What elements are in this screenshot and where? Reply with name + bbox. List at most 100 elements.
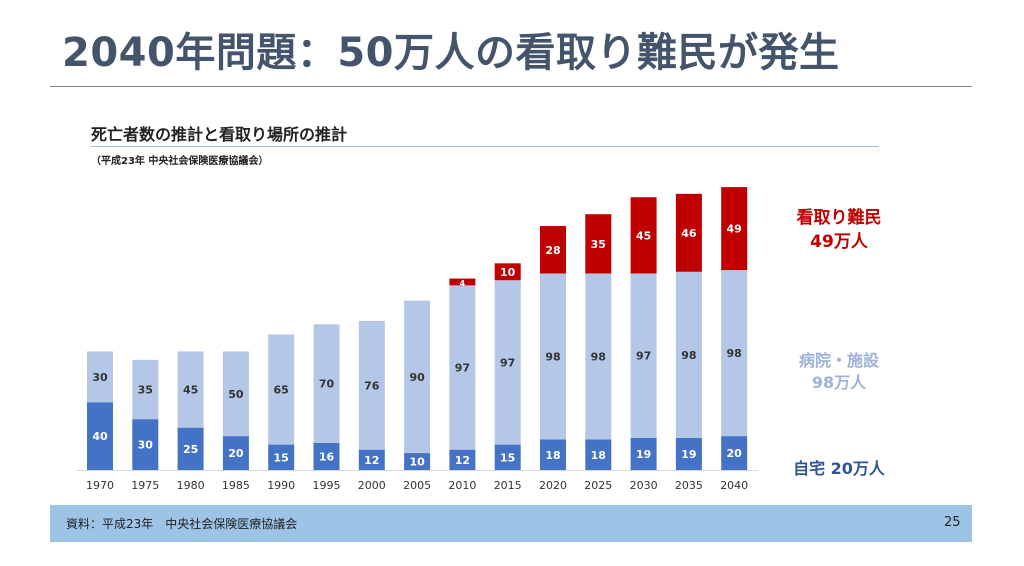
data-label: 70 [319, 378, 335, 391]
data-label: 19 [681, 448, 696, 461]
data-label: 50 [228, 388, 244, 401]
chart-title-divider [91, 146, 879, 147]
bar-segment [449, 285, 476, 450]
bar-segment [630, 197, 657, 274]
bar-segment [630, 273, 657, 438]
data-label: 15 [500, 451, 515, 464]
chart-title: 死亡者数の推計と看取り場所の推計 [91, 125, 348, 144]
data-label: 20 [727, 447, 743, 460]
data-label: 12 [364, 454, 379, 467]
legend-refugee-value: 49万人 [810, 232, 868, 252]
page-number: 25 [944, 515, 961, 530]
legend-refugee: 看取り難民 49万人 [774, 206, 904, 254]
title-divider [50, 86, 972, 87]
bar-segment [540, 439, 566, 470]
bar-segment [721, 436, 748, 470]
data-label: 18 [591, 449, 606, 462]
bar-segment [449, 278, 476, 286]
data-label: 90 [409, 371, 425, 384]
data-label: 20 [228, 447, 244, 460]
bar-segment [630, 437, 657, 470]
bar-segment [358, 449, 385, 470]
bar-segment [222, 351, 249, 437]
data-label: 12 [455, 454, 470, 467]
footer-source: 資料：平成23年 中央社会保険医療協議会 [66, 517, 298, 531]
legend-hospital-label: 病院・施設 [798, 351, 879, 370]
x-tick-label: 2025 [584, 479, 612, 492]
bar-segment [721, 270, 748, 437]
data-label: 35 [138, 384, 153, 397]
slide-title: 2040年問題：50万人の看取り難民が発生 [62, 30, 840, 76]
data-label: 76 [364, 379, 380, 392]
x-tick-label: 1985 [222, 479, 250, 492]
data-label: 98 [545, 350, 560, 363]
data-label: 19 [636, 448, 651, 461]
footer-bar [50, 505, 972, 542]
x-tick-label: 1970 [86, 479, 114, 492]
data-label: 28 [545, 244, 560, 257]
data-label: 25 [183, 443, 198, 456]
bar-segment [313, 442, 340, 470]
x-tick-label: 1990 [267, 479, 295, 492]
bar-segment [449, 449, 476, 470]
data-label: 97 [636, 350, 651, 363]
bar-segment [268, 444, 295, 470]
x-tick-label: 2015 [494, 479, 522, 492]
chart-subtitle: （平成23年 中央社会保険医療協議会） [91, 156, 269, 167]
legend-refugee-label: 看取り難民 [796, 208, 882, 228]
data-label: 30 [138, 439, 154, 452]
bar-segment [494, 280, 521, 445]
bar-segment [494, 263, 521, 281]
data-label: 18 [545, 449, 560, 462]
bar-segment [132, 359, 159, 420]
data-label: 46 [681, 227, 697, 240]
bar-segment [585, 439, 612, 470]
bar-segment [540, 226, 566, 274]
x-tick-label: 2000 [358, 479, 386, 492]
bar-segment [404, 453, 431, 470]
data-label: 10 [409, 456, 425, 469]
data-label: 40 [92, 430, 108, 443]
bar-segment [222, 436, 249, 470]
x-tick-label: 2035 [675, 479, 703, 492]
x-tick-label: 2040 [720, 479, 748, 492]
bar-segment [177, 427, 204, 470]
bar-segment [494, 444, 521, 470]
data-label: 49 [727, 223, 742, 236]
bar-segment [675, 193, 702, 272]
bar-segment [268, 334, 295, 445]
bar-segment [313, 324, 340, 443]
bar-segment [132, 419, 159, 470]
bar-segment [675, 437, 702, 470]
data-label: 97 [500, 356, 515, 369]
data-label: 45 [183, 384, 198, 397]
bar-segment [87, 351, 113, 403]
legend-hospital: 病院・施設 98万人 [774, 350, 904, 394]
x-tick-label: 1995 [313, 479, 341, 492]
data-label: 10 [500, 266, 516, 279]
data-label: 15 [274, 451, 289, 464]
data-label: 98 [727, 347, 742, 360]
x-tick-label: 1980 [177, 479, 205, 492]
bar-segment [585, 273, 612, 440]
x-tick-label: 2020 [539, 479, 567, 492]
data-label: 45 [636, 229, 651, 242]
data-label: 98 [681, 349, 696, 362]
bar-segment [177, 351, 204, 428]
data-label: 16 [319, 450, 335, 463]
data-label: 30 [92, 371, 108, 384]
x-tick-label: 2030 [630, 479, 658, 492]
legend-home: 自宅 20万人 [793, 459, 885, 478]
x-tick-label: 2005 [403, 479, 431, 492]
bar-segment [404, 300, 431, 454]
bar-segment [675, 271, 702, 438]
bar-segment [540, 273, 566, 440]
legend-hospital-value: 98万人 [811, 373, 867, 392]
data-label: 35 [591, 238, 606, 251]
data-label: 98 [591, 350, 606, 363]
bar-segment [721, 187, 748, 271]
bar-segment [87, 402, 113, 470]
data-label: 4 [460, 279, 466, 288]
data-label: 65 [274, 384, 289, 397]
